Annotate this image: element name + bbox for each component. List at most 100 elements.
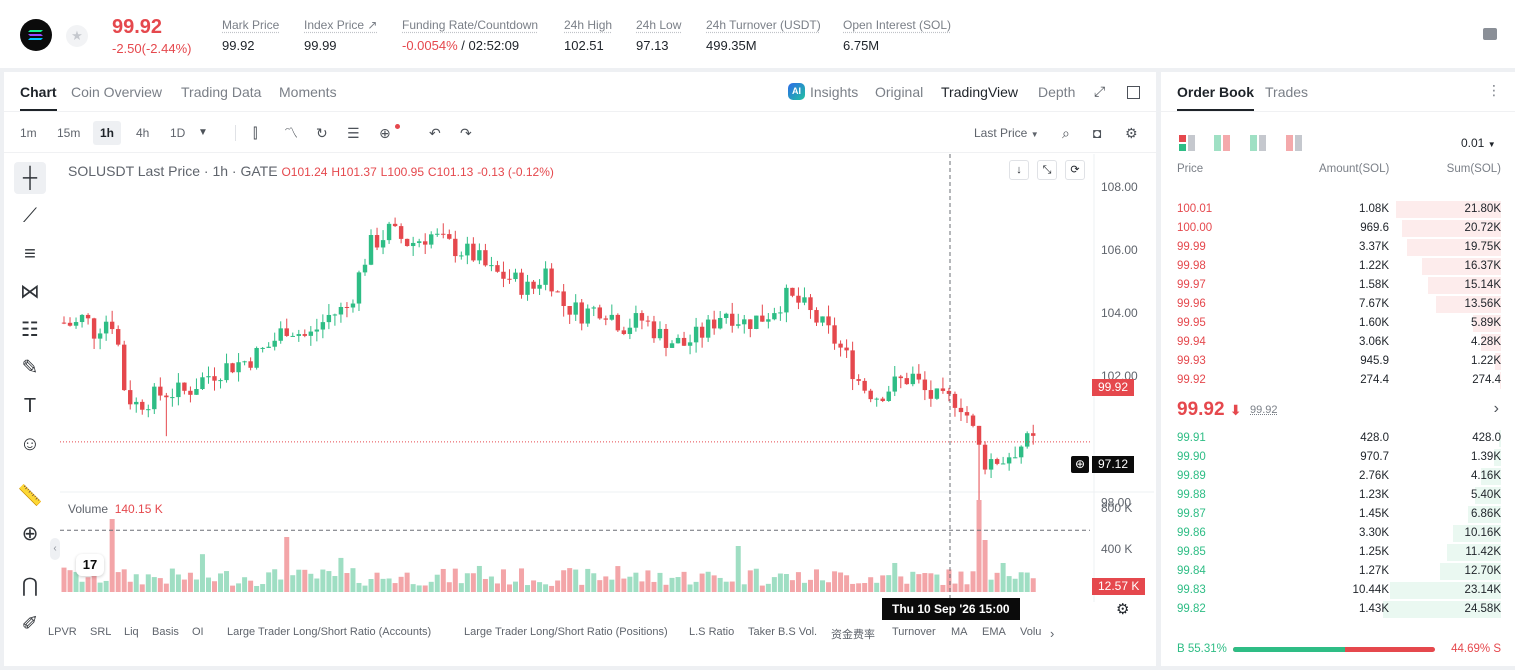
indicator-turnover[interactable]: Turnover	[892, 626, 936, 638]
indicator-volume[interactable]: Volu	[1020, 626, 1042, 638]
indicator-ls-positions[interactable]: Large Trader Long/Short Ratio (Positions…	[464, 626, 668, 638]
collapse-icon[interactable]: ⤡	[1037, 160, 1057, 180]
stat-open-interest[interactable]: Open Interest (SOL) 6.75M	[843, 18, 951, 53]
tab-coin-overview[interactable]: Coin Overview	[71, 84, 163, 100]
bid-row[interactable]: 99.86 3.30K 10.16K	[1177, 524, 1501, 543]
bid-row[interactable]: 99.91 428.0 428.0	[1177, 429, 1501, 448]
tab-trades[interactable]: Trades	[1265, 84, 1309, 100]
undo-icon[interactable]: ↶	[429, 125, 441, 141]
mode-tradingview[interactable]: TradingView	[941, 84, 1019, 100]
settings-icon[interactable]: ⚙	[1125, 125, 1138, 141]
ask-row[interactable]: 99.99 3.37K 19.75K	[1177, 238, 1501, 257]
bid-row[interactable]: 99.84 1.27K 12.70K	[1177, 562, 1501, 581]
ask-row[interactable]: 100.00 969.6 20.72K	[1177, 219, 1501, 238]
precision-select[interactable]: 0.01 ▼	[1461, 136, 1496, 150]
trend-line-tool-icon[interactable]: ⟋	[23, 205, 37, 227]
more-options-icon[interactable]: ⋮	[1487, 82, 1501, 98]
templates-icon[interactable]: ☰	[347, 125, 360, 141]
bid-row[interactable]: 99.85 1.25K 11.42K	[1177, 543, 1501, 562]
ask-row[interactable]: 99.97 1.58K 15.14K	[1177, 276, 1501, 295]
zoom-tool-icon[interactable]: ⊕	[21, 523, 39, 545]
timeframe-1d[interactable]: 1D	[170, 126, 186, 140]
indicator-ema[interactable]: EMA	[982, 626, 1006, 638]
indicator-lpvr[interactable]: LPVR	[48, 626, 77, 638]
window-icon[interactable]	[1127, 86, 1140, 99]
ask-row[interactable]: 99.94 3.06K 4.28K	[1177, 333, 1501, 352]
timeframe-dropdown-icon[interactable]: ▼	[198, 127, 208, 138]
collapse-toolbar-icon[interactable]: ‹	[50, 538, 60, 560]
favorite-star-icon[interactable]: ★	[66, 25, 88, 47]
timeframe-15m[interactable]: 15m	[57, 126, 81, 140]
crosshair-tool-icon[interactable]: ┼	[14, 162, 46, 194]
pattern-tool-icon[interactable]: ⋈	[20, 281, 40, 303]
bid-row[interactable]: 99.89 2.76K 4.16K	[1177, 467, 1501, 486]
mode-insights[interactable]: Insights	[810, 84, 859, 100]
tab-trading-data[interactable]: Trading Data	[181, 84, 262, 100]
tab-moments[interactable]: Moments	[279, 84, 337, 100]
magnet-tool-icon[interactable]: ⋂	[21, 575, 39, 597]
ask-row[interactable]: 99.92 274.4 274.4	[1177, 371, 1501, 390]
ask-row[interactable]: 99.93 945.9 1.22K	[1177, 352, 1501, 371]
timeframe-1m[interactable]: 1m	[20, 126, 37, 140]
candle-body	[898, 376, 903, 379]
indicator-oi[interactable]: OI	[192, 626, 204, 638]
stat-24h-turnover[interactable]: 24h Turnover (USDT) 499.35M	[706, 18, 821, 53]
ask-row[interactable]: 99.96 7.67K 13.56K	[1177, 295, 1501, 314]
expand-icon[interactable]: ⤢	[1094, 83, 1106, 99]
indicator-srl[interactable]: SRL	[90, 626, 112, 638]
compare-icon[interactable]: ↻	[316, 125, 328, 141]
indicator-liq[interactable]: Liq	[124, 626, 139, 638]
view-both-icon[interactable]	[1179, 135, 1195, 151]
indicator-ls-ratio[interactable]: L.S Ratio	[689, 626, 735, 638]
stat-24h-low[interactable]: 24h Low 97.13	[636, 18, 681, 53]
bid-row[interactable]: 99.83 10.44K 23.14K	[1177, 581, 1501, 600]
ask-row[interactable]: 99.98 1.22K 16.37K	[1177, 257, 1501, 276]
view-split-icon[interactable]	[1214, 135, 1230, 151]
tab-chart[interactable]: Chart	[20, 84, 57, 111]
emoji-tool-icon[interactable]: ☺	[19, 433, 41, 455]
search-icon[interactable]: ⌕	[1062, 125, 1070, 141]
stat-index-price[interactable]: Index Price ↗ 99.99	[304, 18, 377, 53]
timeframe-1h[interactable]: 1h	[93, 121, 122, 145]
view-bids-icon[interactable]	[1250, 135, 1266, 151]
stat-24h-high[interactable]: 24h High 102.51	[564, 18, 612, 53]
scroll-down-icon[interactable]: ↓	[1009, 160, 1029, 180]
tab-order-book[interactable]: Order Book	[1177, 84, 1255, 111]
ruler-tool-icon[interactable]: 📏	[17, 485, 43, 507]
stat-funding-rate[interactable]: Funding Rate/Countdown -0.0054% / 02:52:…	[402, 18, 538, 53]
mode-depth[interactable]: Depth	[1038, 84, 1076, 100]
chart-settings-icon[interactable]: ⚙	[1116, 601, 1130, 618]
bid-row[interactable]: 99.88 1.23K 5.40K	[1177, 486, 1501, 505]
bid-row[interactable]: 99.82 1.43K 24.58K	[1177, 600, 1501, 619]
indicator-taker-vol[interactable]: Taker B.S Vol.	[748, 626, 818, 638]
ask-row[interactable]: 99.95 1.60K 5.89K	[1177, 314, 1501, 333]
indicator-ma[interactable]: MA	[951, 626, 968, 638]
text-tool-icon[interactable]: T	[23, 395, 37, 417]
indicator-next-icon[interactable]: ›	[1050, 626, 1055, 641]
timeframe-4h[interactable]: 4h	[136, 126, 150, 140]
fib-tool-icon[interactable]: ☷	[21, 319, 39, 341]
ask-row[interactable]: 100.01 1.08K 21.80K	[1177, 200, 1501, 219]
mid-more-icon[interactable]: ›	[1493, 400, 1499, 417]
bid-row[interactable]: 99.90 970.7 1.39K	[1177, 448, 1501, 467]
indicator-ls-accounts[interactable]: Large Trader Long/Short Ratio (Accounts)	[227, 626, 432, 638]
reset-icon[interactable]: ⟳	[1065, 160, 1085, 180]
camera-icon[interactable]: ◘	[1093, 125, 1102, 141]
brush-tool-icon[interactable]: ✎	[21, 357, 39, 379]
bid-row[interactable]: 99.87 1.45K 6.86K	[1177, 505, 1501, 524]
candle-type-icon[interactable]: ⫿	[253, 125, 258, 141]
mode-original[interactable]: Original	[875, 84, 924, 100]
book-icon[interactable]	[1483, 28, 1497, 40]
indicators-icon[interactable]: 〽	[284, 125, 298, 141]
indicator-funding-rate[interactable]: 资金费率	[831, 629, 875, 641]
price-type-select[interactable]: Last Price ▼	[974, 126, 1039, 142]
horizontal-lines-tool-icon[interactable]: ≡	[24, 243, 36, 265]
eraser-tool-icon[interactable]: ✐	[21, 613, 39, 635]
indicator-basis[interactable]: Basis	[152, 626, 179, 638]
redo-icon[interactable]: ↷	[460, 125, 472, 141]
view-asks-icon[interactable]	[1286, 135, 1302, 151]
add-alert-icon[interactable]: ⊕	[1071, 456, 1089, 473]
stat-mark-price[interactable]: Mark Price 99.92	[222, 18, 279, 53]
add-indicator-icon[interactable]: ⊕	[379, 125, 391, 141]
